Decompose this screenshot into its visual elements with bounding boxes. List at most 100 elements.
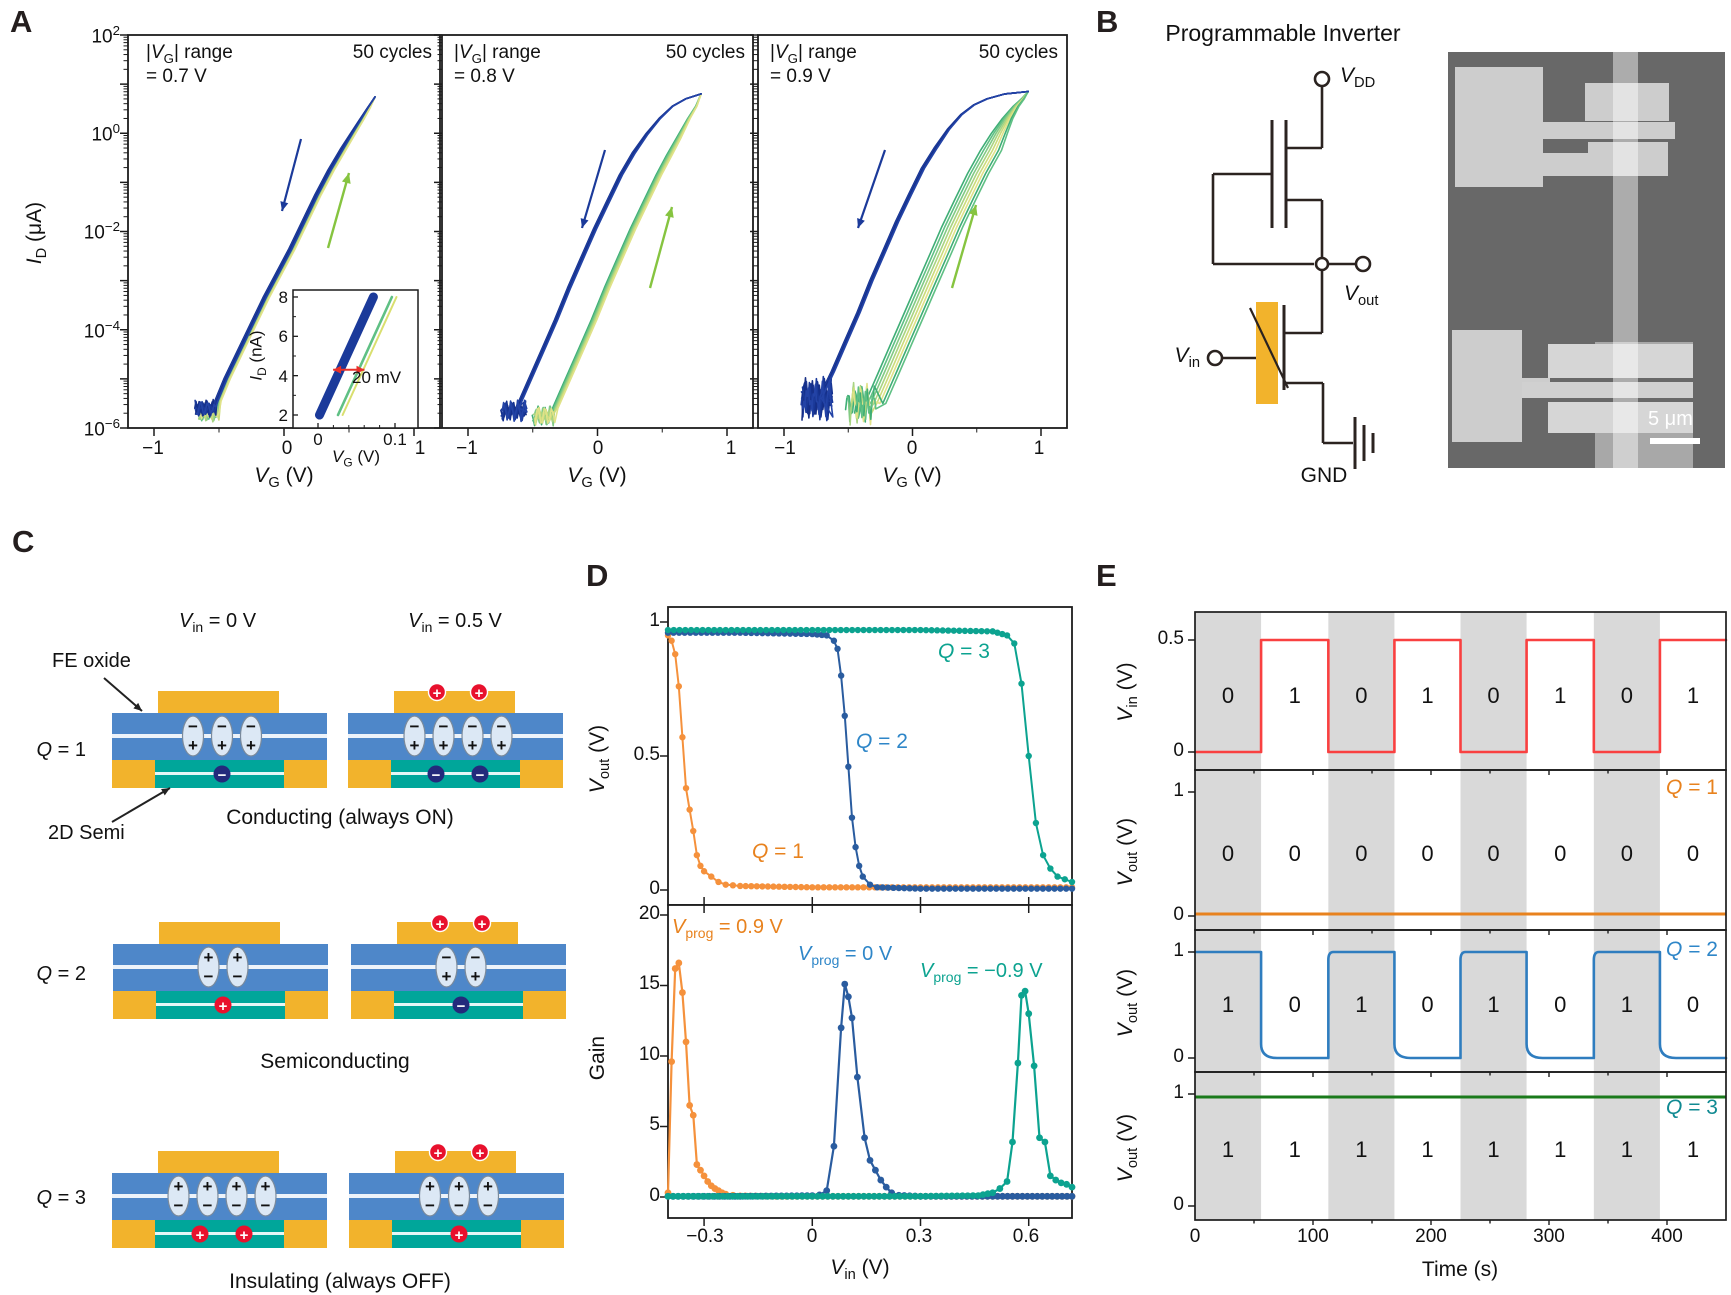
range-value-3: = 0.9 V <box>770 66 831 87</box>
svg-text:−: − <box>454 1196 464 1215</box>
q1-row-label: Q = 1 <box>36 739 86 761</box>
svg-text:+: + <box>425 1177 435 1196</box>
svg-text:+: + <box>433 685 442 702</box>
svg-text:−: − <box>233 967 243 986</box>
e-ytick: 0.5 <box>1157 628 1184 649</box>
gain-y-label: Gain <box>585 1035 609 1081</box>
inset-y-tick: 6 <box>278 327 288 346</box>
d-xtick: 0 <box>806 1226 818 1247</box>
y-tick-1e-4: 10−4 <box>83 318 120 343</box>
bit-label: 0 <box>1355 683 1368 708</box>
bit-label: 1 <box>1288 683 1301 708</box>
bit-label: 0 <box>1288 992 1301 1017</box>
svg-text:+: + <box>442 967 452 986</box>
x-tick: 1 <box>725 438 737 459</box>
e-q2-label: Q = 2 <box>1666 938 1718 961</box>
d-top-ytick: 0.5 <box>633 744 660 765</box>
e-xtick: 0 <box>1189 1226 1201 1247</box>
vprog-neg09-label: Vprog = −0.9 V <box>920 960 1043 985</box>
svg-text:+: + <box>217 736 227 755</box>
bit-label: 1 <box>1221 992 1235 1017</box>
gnd-label: GND <box>1300 464 1348 487</box>
vin-05v-header: Vin = 0.5 V <box>408 610 502 635</box>
bit-label: 1 <box>1620 1137 1633 1162</box>
svg-text:−: − <box>218 767 227 784</box>
bit-label: 1 <box>1421 1137 1434 1162</box>
svg-text:+: + <box>475 685 484 702</box>
svg-text:−: − <box>410 717 420 736</box>
panel-a-y-axis-label: ID (μA) <box>23 178 51 288</box>
svg-text:+: + <box>455 1227 464 1244</box>
e-q1-label: Q = 1 <box>1666 776 1718 799</box>
e-xtick: 300 <box>1533 1226 1565 1247</box>
bit-label: 0 <box>1620 683 1633 708</box>
svg-text:+: + <box>478 916 487 933</box>
y-tick-1e-2: 10−2 <box>83 219 120 244</box>
e-xtick: 100 <box>1297 1226 1329 1247</box>
inset-x-tick: 0.1 <box>383 430 407 449</box>
bit-label: 1 <box>1554 683 1567 708</box>
range-label-3: |VG| range <box>770 42 857 66</box>
svg-text:+: + <box>174 1177 184 1196</box>
range-value-2: = 0.8 V <box>454 66 515 87</box>
d-xtick: 0.6 <box>1012 1226 1040 1247</box>
cycles-label-1: 50 cycles <box>352 42 432 63</box>
bit-label: 1 <box>1686 683 1700 708</box>
panel-d-top-y-label: Vout (V) <box>585 724 614 794</box>
svg-text:−: − <box>471 948 481 967</box>
inset-x-tick: 0 <box>313 430 323 449</box>
range-label-2: |VG| range <box>454 42 541 66</box>
panel-a-x-label-2: VG (V) <box>567 464 627 492</box>
svg-text:+: + <box>204 948 214 967</box>
bit-label: 1 <box>1554 1137 1567 1162</box>
svg-text:−: − <box>217 717 227 736</box>
gain-ytick: 15 <box>638 973 660 994</box>
svg-text:+: + <box>232 1177 242 1196</box>
x-tick: −1 <box>142 438 164 459</box>
y-axis-subscript: D <box>34 247 51 259</box>
svg-text:+: + <box>410 736 420 755</box>
bit-label: 1 <box>1288 1137 1301 1162</box>
y-axis-unit: (μA) <box>22 201 46 248</box>
inset-y-label: ID (nA) <box>246 330 269 381</box>
svg-text:−: − <box>497 717 507 736</box>
svg-text:+: + <box>196 1227 205 1244</box>
svg-text:−: − <box>204 967 214 986</box>
range-label-1: |VG| range <box>146 42 233 66</box>
x-tick: 0 <box>906 438 918 459</box>
svg-text:+: + <box>439 736 449 755</box>
e-ytick: 1 <box>1173 780 1184 801</box>
panel-d-label: D <box>586 558 609 593</box>
d-xtick: −0.3 <box>686 1226 724 1247</box>
svg-text:−: − <box>457 998 466 1015</box>
svg-text:−: − <box>432 767 441 784</box>
e-ytick: 1 <box>1173 940 1184 961</box>
x-tick: 1 <box>414 438 426 459</box>
e-ytick: 0 <box>1173 904 1184 925</box>
inset-y-tick: 2 <box>278 406 288 425</box>
x-tick: −1 <box>456 438 478 459</box>
q1-curve-label: Q = 1 <box>752 840 804 863</box>
svg-text:+: + <box>483 1177 493 1196</box>
bit-label: 1 <box>1487 992 1500 1017</box>
svg-text:−: − <box>261 1196 271 1215</box>
e-row3-y-label: Vout (V) <box>1113 968 1142 1038</box>
svg-text:+: + <box>434 1145 443 1162</box>
scale-bar-label: 5 μm <box>1648 408 1693 430</box>
e-q3-label: Q = 3 <box>1666 1096 1718 1119</box>
bit-label: 0 <box>1288 841 1301 866</box>
svg-text:+: + <box>219 998 228 1015</box>
q2-caption: Semiconducting <box>260 1050 410 1073</box>
bit-label: 0 <box>1554 841 1567 866</box>
e-row4-y-label: Vout (V) <box>1113 1113 1142 1183</box>
x-tick: 1 <box>1033 438 1045 459</box>
d-top-ytick: 1 <box>649 610 660 631</box>
e-ytick: 0 <box>1173 1046 1184 1067</box>
q1-caption: Conducting (always ON) <box>226 806 454 829</box>
svg-text:+: + <box>436 916 445 933</box>
panel-c-label: C <box>12 524 35 559</box>
svg-text:+: + <box>261 1177 271 1196</box>
svg-text:+: + <box>246 736 256 755</box>
